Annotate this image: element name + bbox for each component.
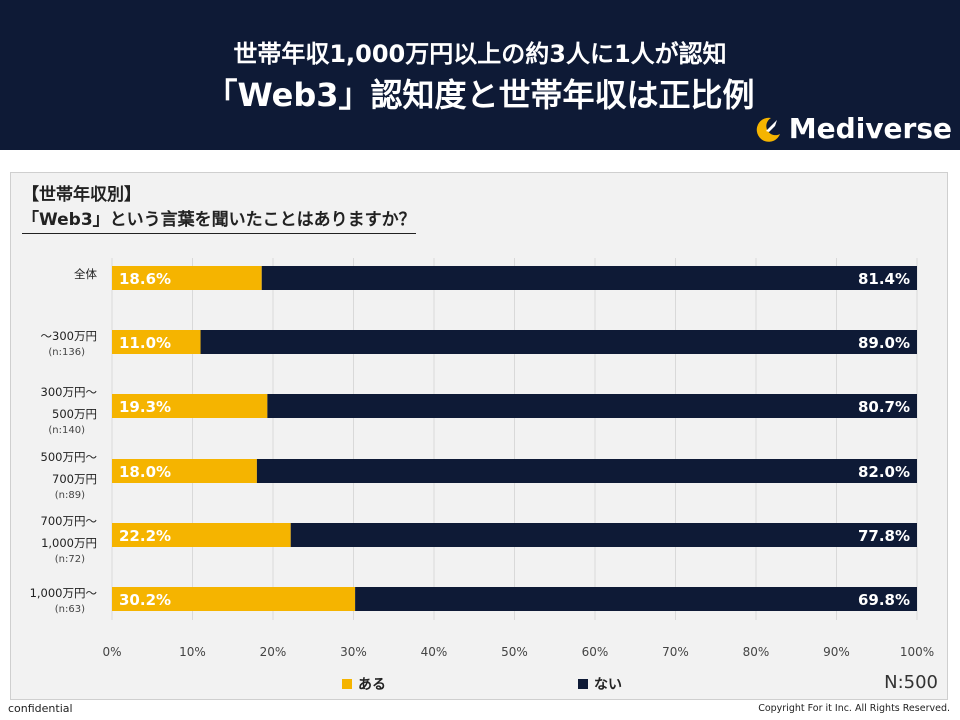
category-sample-size: (n:72) xyxy=(55,554,85,565)
x-tick-label: 100% xyxy=(900,645,934,659)
x-tick-label: 90% xyxy=(823,645,850,659)
category-label: ～300万円 xyxy=(41,329,97,343)
bar-data-label: 80.7% xyxy=(858,398,910,416)
category-label: 700万円 xyxy=(52,472,97,486)
legend-item-nai: ない xyxy=(578,674,622,694)
x-tick-label: 30% xyxy=(340,645,367,659)
category-sample-size: (n:140) xyxy=(48,425,85,436)
brand-name: Mediverse xyxy=(788,112,952,145)
legend-label-nai: ない xyxy=(594,677,622,693)
bar-segment-aru xyxy=(112,587,356,611)
brand-logo: Mediverse xyxy=(753,112,952,145)
category-label: 1,000万円～ xyxy=(30,586,98,600)
bar-segment-aru xyxy=(112,459,257,483)
title-line-2: 「Web3」認知度と世帯年収は正比例 xyxy=(205,76,755,114)
category-sample-size: (n:89) xyxy=(55,490,85,501)
category-sample-size: (n:63) xyxy=(55,604,85,615)
bar-segment-nai xyxy=(256,459,917,483)
category-label: 1,000万円 xyxy=(41,536,97,550)
bar-segment-nai xyxy=(355,587,917,611)
category-label: 700万円～ xyxy=(41,514,98,528)
confidential-note: confidential xyxy=(8,702,73,715)
x-tick-label: 10% xyxy=(179,645,206,659)
x-tick-label: 60% xyxy=(582,645,609,659)
bar-segment-aru xyxy=(112,266,262,290)
category-sample-size: (n:136) xyxy=(48,347,85,358)
legend-label-aru: ある xyxy=(358,677,386,693)
bar-segment-aru xyxy=(112,523,291,547)
bar-data-label: 30.2% xyxy=(119,591,171,609)
bar-data-label: 77.8% xyxy=(858,527,910,545)
chart-panel xyxy=(10,172,948,700)
section-title: 【世帯年収別】 xyxy=(22,185,141,205)
bar-data-label: 82.0% xyxy=(858,463,910,481)
bar-segment-nai xyxy=(200,330,918,354)
bar-data-label: 81.4% xyxy=(858,270,910,288)
category-label: 500万円 xyxy=(52,407,97,421)
x-tick-label: 20% xyxy=(260,645,287,659)
rocket-moon-icon xyxy=(756,117,780,142)
x-tick-label: 50% xyxy=(501,645,528,659)
legend-swatch-nai xyxy=(578,679,588,689)
bar-segment-nai xyxy=(261,266,918,290)
title-line-1: 世帯年収1,000万円以上の約3人に1人が認知 xyxy=(233,40,727,68)
x-tick-label: 70% xyxy=(662,645,689,659)
header-banner: 世帯年収1,000万円以上の約3人に1人が認知 「Web3」認知度と世帯年収は正… xyxy=(0,0,960,150)
bar-data-label: 89.0% xyxy=(858,334,910,352)
bar-data-label: 18.0% xyxy=(119,463,171,481)
legend-item-aru: ある xyxy=(342,674,386,694)
sample-size: N:500 xyxy=(884,672,938,693)
section-question: 「Web3」という言葉を聞いたことはありますか？ xyxy=(22,205,416,234)
category-label: 全体 xyxy=(74,267,97,281)
bar-data-label: 18.6% xyxy=(119,270,171,288)
category-label: 300万円～ xyxy=(41,385,98,399)
bar-segment-aru xyxy=(112,394,268,418)
bar-data-label: 69.8% xyxy=(858,591,910,609)
x-tick-label: 40% xyxy=(421,645,448,659)
bar-segment-aru xyxy=(112,330,201,354)
copyright: Copyright For it Inc. All Rights Reserve… xyxy=(758,703,950,714)
bar-data-label: 11.0% xyxy=(119,334,171,352)
x-tick-label: 0% xyxy=(102,645,121,659)
bar-data-label: 22.2% xyxy=(119,527,171,545)
bar-data-label: 19.3% xyxy=(119,398,171,416)
category-label: 500万円～ xyxy=(41,450,98,464)
bar-segment-nai xyxy=(267,394,917,418)
x-tick-label: 80% xyxy=(743,645,770,659)
legend-swatch-aru xyxy=(342,679,352,689)
bar-segment-nai xyxy=(290,523,918,547)
